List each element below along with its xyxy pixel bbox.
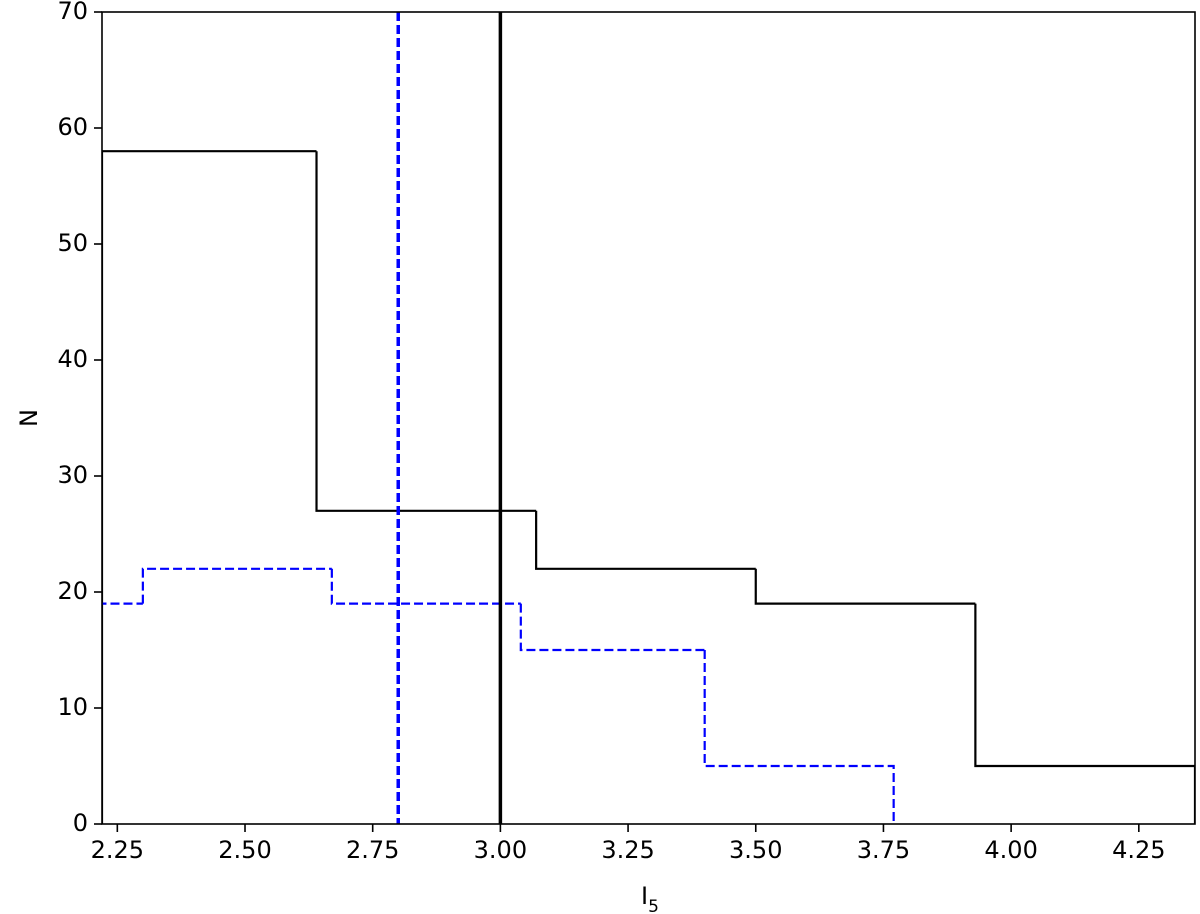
y-tick-label: 60 bbox=[57, 113, 88, 141]
y-axis-label: N bbox=[15, 409, 43, 427]
histogram-step bbox=[974, 603, 1195, 824]
x-tick-label: 3.00 bbox=[474, 836, 527, 864]
y-tick-label: 70 bbox=[57, 0, 88, 25]
x-tick-label: 4.25 bbox=[1112, 836, 1165, 864]
y-tick-label: 0 bbox=[73, 809, 88, 837]
x-axis-label-main: I bbox=[641, 882, 648, 910]
x-axis-label-sub: 5 bbox=[648, 897, 659, 914]
y-tick-label: 50 bbox=[57, 229, 88, 257]
histogram-step bbox=[703, 650, 895, 824]
x-axis-label: I5 bbox=[641, 882, 659, 914]
histogram-step bbox=[315, 151, 537, 512]
x-tick-label: 3.75 bbox=[857, 836, 910, 864]
y-tick-label: 40 bbox=[57, 345, 88, 373]
plot-area bbox=[102, 12, 1195, 824]
y-tick-label: 30 bbox=[57, 461, 88, 489]
histogram-step bbox=[519, 603, 705, 652]
x-tick-label: 4.00 bbox=[984, 836, 1037, 864]
histogram-step bbox=[535, 510, 756, 570]
x-tick-label: 2.50 bbox=[218, 836, 271, 864]
x-tick-label: 3.25 bbox=[601, 836, 654, 864]
histogram-step bbox=[754, 568, 976, 605]
x-tick-label: 2.75 bbox=[346, 836, 399, 864]
plot-frame bbox=[101, 11, 1196, 825]
y-tick-label: 10 bbox=[57, 693, 88, 721]
x-tick-label: 3.50 bbox=[729, 836, 782, 864]
histogram-step bbox=[141, 567, 332, 604]
histogram-step bbox=[102, 150, 317, 824]
x-tick-label: 2.25 bbox=[91, 836, 144, 864]
histogram-step bbox=[330, 568, 521, 605]
y-tick-label: 20 bbox=[57, 577, 88, 605]
